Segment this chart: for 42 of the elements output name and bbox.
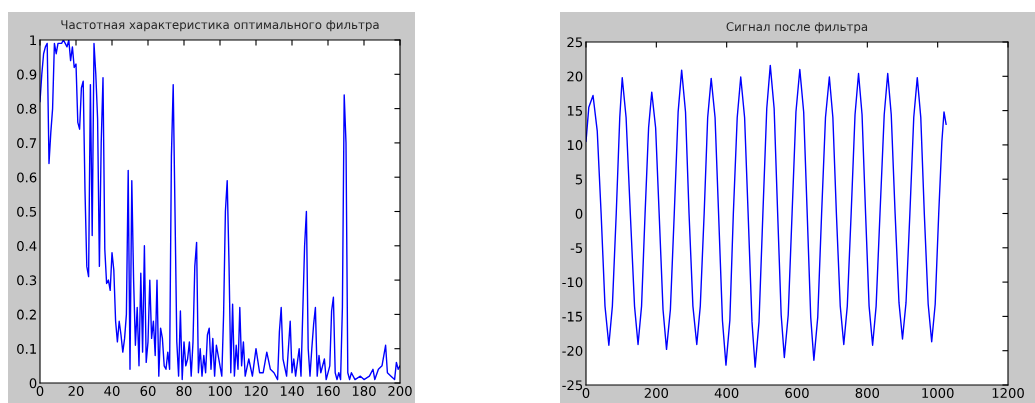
x-tick-label: 100 xyxy=(208,386,232,396)
y-tick-label: 0.7 xyxy=(17,138,37,149)
y-tick-label: -25 xyxy=(562,380,583,391)
x-tick-label: 800 xyxy=(855,388,880,398)
y-tick-label: 5 xyxy=(575,174,583,185)
x-tick-label: 1000 xyxy=(922,388,954,398)
y-tick-label: -10 xyxy=(562,277,583,288)
y-tick-label: 0.2 xyxy=(17,309,36,320)
x-tick-label: 120 xyxy=(244,386,268,396)
y-tick-label: 0.3 xyxy=(17,275,37,286)
y-tick-label: 0.6 xyxy=(17,172,37,183)
x-tick-label: 0 xyxy=(36,386,44,396)
y-tick-label: 25 xyxy=(567,37,583,48)
x-tick-label: 0 xyxy=(582,388,590,398)
x-tick-label: 1200 xyxy=(992,388,1024,398)
y-tick-label: 0.8 xyxy=(17,103,37,114)
y-tick-label: -20 xyxy=(562,345,583,356)
x-tick-label: 20 xyxy=(68,386,84,396)
x-tick-label: 80 xyxy=(176,386,192,396)
y-tick-label: 0.4 xyxy=(17,241,37,251)
x-tick-label: 60 xyxy=(140,386,156,396)
y-tick-label: 0 xyxy=(29,378,37,389)
y-tick-label: -15 xyxy=(562,311,583,322)
y-tick-label: 0.9 xyxy=(17,69,37,80)
x-tick-label: 600 xyxy=(785,388,809,398)
x-tick-label: 140 xyxy=(280,386,304,396)
y-tick-label: -5 xyxy=(570,243,583,253)
x-tick-label: 200 xyxy=(644,388,669,398)
y-tick-label: 0.5 xyxy=(17,206,37,217)
x-tick-label: 160 xyxy=(316,386,340,396)
x-tick-label: 40 xyxy=(104,386,120,396)
y-tick-label: 10 xyxy=(567,140,583,151)
y-tick-label: 15 xyxy=(567,105,583,116)
x-tick-label: 200 xyxy=(388,386,412,396)
x-tick-label: 180 xyxy=(352,386,376,396)
x-tick-label: 400 xyxy=(714,388,739,398)
y-tick-label: 20 xyxy=(567,71,583,82)
chart-title: Частотная характеристика оптимального фильтра xyxy=(61,20,379,32)
y-tick-label: 1 xyxy=(30,35,36,46)
y-tick-label: 0.1 xyxy=(17,343,36,354)
chart-title: Сигнал после фильтра xyxy=(726,22,868,34)
y-tick-label: 0 xyxy=(575,208,583,219)
